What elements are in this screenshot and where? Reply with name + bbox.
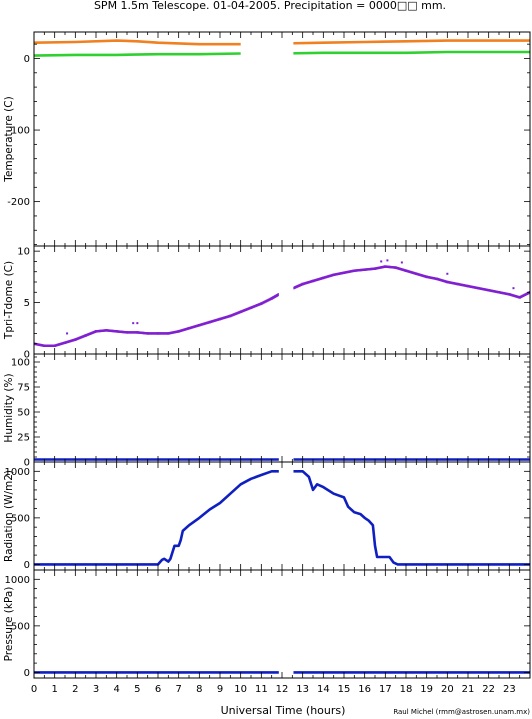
y-tick-label: 1000	[5, 575, 30, 586]
x-tick-label: 3	[93, 684, 99, 695]
data-gap	[278, 33, 294, 245]
y-tick-label: 0	[24, 668, 30, 679]
series-line-2	[34, 52, 241, 57]
x-tick-label: 10	[234, 684, 247, 695]
outlier-point	[400, 261, 403, 264]
x-tick-label: 11	[255, 684, 268, 695]
y-tick-label: 10	[17, 247, 30, 258]
panel-1: 0 -100 -200 Temperature (C)	[3, 31, 531, 247]
plot-area	[34, 259, 530, 347]
y-tick-label: 25	[17, 433, 30, 444]
outlier-point	[446, 272, 449, 275]
series-line-1	[34, 469, 279, 566]
x-tick-label: 5	[134, 684, 140, 695]
x-tick-label: 16	[358, 684, 371, 695]
x-tick-label: 9	[217, 684, 223, 695]
outlier-point	[512, 287, 515, 290]
x-tick-label: 6	[155, 684, 161, 695]
y-axis-label: Tpri-Tdome (C)	[3, 261, 15, 340]
y-tick-label: 0	[24, 560, 30, 571]
x-tick-label: 20	[441, 684, 454, 695]
x-tick-label: 18	[400, 684, 413, 695]
x-tick-label: 12	[276, 684, 289, 695]
x-tick-label: 1	[51, 684, 57, 695]
y-tick-label: 500	[11, 621, 30, 632]
data-gap	[278, 247, 294, 353]
outlier-point	[380, 260, 383, 263]
x-tick-label: 4	[113, 684, 119, 695]
y-axis-label: Temperature (C)	[3, 96, 15, 182]
outlier-point	[66, 332, 69, 335]
x-tick-label: 23	[503, 684, 516, 695]
series-line-1	[281, 39, 530, 45]
x-tick-label: 14	[317, 684, 330, 695]
outlier-point	[136, 322, 139, 325]
y-axis-label: Humidity (%)	[3, 373, 15, 442]
y-tick-label: 0	[24, 458, 30, 469]
credit-text: Raul Michel (rmm@astrosen.unam.mx)	[393, 708, 530, 716]
x-tick-label: 2	[72, 684, 78, 695]
x-tick-label: 7	[175, 684, 181, 695]
data-gap	[278, 355, 294, 461]
outlier-point	[386, 259, 389, 262]
x-tick-label: 0	[31, 684, 37, 695]
outlier-point	[132, 322, 135, 325]
series-line-2	[281, 50, 530, 55]
chart-title: SPM 1.5m Telescope. 01-04-2005. Precipit…	[94, 0, 446, 12]
x-tick-label: 13	[296, 684, 309, 695]
x-axis-label: Universal Time (hours)	[221, 704, 346, 717]
x-tick-label: 8	[196, 684, 202, 695]
x-tick-label: 19	[420, 684, 433, 695]
x-tick-labels: 0 1 2 3 4 5 6 7 8 9 10 11 12 13 14 15 16 17 18 19 20 21 22 23	[31, 684, 516, 695]
x-tick-label: 17	[379, 684, 392, 695]
panel-3: 0 25 50 75 100 Humidity (%)	[3, 353, 531, 469]
data-gap	[278, 571, 294, 677]
data-gap	[278, 463, 294, 569]
y-tick-label: 75	[17, 383, 30, 394]
y-tick-label: 0	[24, 54, 30, 65]
y-tick-label: -200	[7, 197, 30, 208]
x-tick-label: 21	[462, 684, 475, 695]
y-tick-label: 500	[11, 513, 30, 524]
y-axis-label: Radiation (W/m2)	[3, 470, 15, 562]
plot-area	[34, 469, 530, 566]
y-tick-label: 5	[24, 298, 30, 309]
y-tick-label: 100	[11, 358, 30, 369]
y-tick-label: 1000	[5, 467, 30, 478]
y-tick-label: 0	[24, 350, 30, 361]
series-line-1	[293, 469, 530, 566]
y-axis-label: Pressure (kPa)	[3, 587, 15, 662]
y-tick-label: 50	[17, 408, 30, 419]
plot-area	[34, 39, 530, 57]
y-tick-label: -100	[7, 126, 30, 137]
x-tick-label: 15	[338, 684, 351, 695]
x-tick-label: 22	[482, 684, 495, 695]
series-line-1	[34, 39, 241, 46]
